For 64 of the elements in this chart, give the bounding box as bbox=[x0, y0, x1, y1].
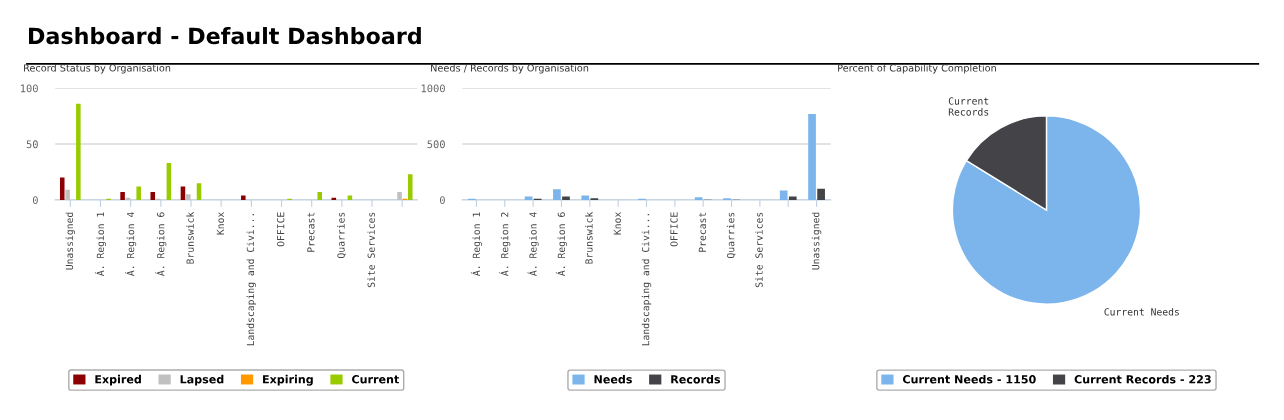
x-tick-label: Quarries bbox=[337, 212, 346, 258]
x-tick-label: Á. Region 4 bbox=[125, 212, 137, 276]
text: Dashboard - Default Dashboard bbox=[29, 27, 421, 45]
legend-label: Expired bbox=[95, 374, 141, 386]
y-tick-label: 100 bbox=[20, 84, 38, 93]
slice-label: Current Needs bbox=[1104, 308, 1179, 316]
x-tick-label: Brunswick bbox=[585, 211, 593, 264]
bar bbox=[808, 113, 816, 200]
x-tick-label: Á. Region 6 bbox=[555, 212, 567, 276]
bar bbox=[347, 195, 353, 200]
y-tick-label: 50 bbox=[26, 140, 38, 149]
bar bbox=[59, 177, 65, 200]
x-tick-label: Quarries bbox=[726, 212, 736, 258]
text: Current Needs - 1150 bbox=[902, 374, 1036, 384]
bar bbox=[397, 192, 402, 200]
x-tick-label: Site Services bbox=[755, 212, 763, 288]
legend-label: Current bbox=[352, 375, 400, 384]
y-tick-label: 0 bbox=[439, 196, 445, 205]
x-tick-label: Brunswick bbox=[186, 211, 194, 264]
chart-title: Needs / Records by Organisation bbox=[431, 64, 589, 74]
bar bbox=[241, 195, 246, 200]
bar bbox=[817, 188, 825, 200]
bar bbox=[694, 197, 703, 200]
chart-title: Record Status by Organisation bbox=[24, 64, 171, 74]
bar bbox=[136, 186, 141, 200]
y-tick-label: 1000 bbox=[421, 84, 445, 93]
legend-label: Lapsed bbox=[180, 374, 224, 386]
x-tick-label: Á. Region 2 bbox=[499, 212, 511, 276]
legend-label: Needs bbox=[594, 374, 632, 384]
bar bbox=[553, 189, 561, 200]
bar bbox=[562, 196, 570, 200]
x-tick-label: OFFICE bbox=[277, 212, 285, 247]
x-tick-label: Unassigned bbox=[65, 212, 76, 270]
x-tick-label: Precast bbox=[698, 212, 707, 252]
bar bbox=[150, 192, 156, 200]
x-tick-label: Precast bbox=[307, 212, 315, 252]
bar bbox=[407, 174, 413, 200]
x-tick-label: Site Services bbox=[367, 212, 375, 288]
legend-label: Expiring bbox=[263, 374, 313, 386]
x-tick-label: Á. Region 1 bbox=[470, 212, 482, 276]
y-tick-label: 500 bbox=[427, 140, 445, 149]
bar bbox=[76, 103, 81, 200]
bar bbox=[120, 192, 125, 200]
x-tick-label: Knox bbox=[613, 212, 621, 235]
x-tick-label: Á. Region 1 bbox=[94, 212, 107, 276]
x-tick-label: OFFICE bbox=[670, 212, 678, 247]
x-tick-label: Landscaping and Civi... bbox=[641, 214, 652, 346]
pie-slice bbox=[951, 115, 1142, 305]
x-tick-label: Á. Region 4 bbox=[527, 212, 539, 276]
x-tick-label: Á. Region 6 bbox=[155, 212, 167, 276]
bar bbox=[779, 190, 788, 200]
bar bbox=[788, 196, 797, 200]
bar bbox=[317, 192, 323, 200]
bar bbox=[186, 194, 191, 200]
bar bbox=[581, 195, 590, 200]
x-tick-label: Unassigned bbox=[811, 212, 822, 270]
x-tick-label: Knox bbox=[216, 212, 225, 235]
slice-label: Current Records bbox=[948, 97, 989, 116]
y-tick-label: 0 bbox=[32, 196, 38, 205]
bar bbox=[65, 189, 70, 200]
legend-label: Records bbox=[671, 374, 721, 384]
chart-title: Percent of Capability Completion bbox=[838, 64, 996, 74]
text: Current Records - 223 bbox=[1074, 374, 1211, 384]
x-tick-label: Landscaping and Civi... bbox=[246, 214, 257, 346]
